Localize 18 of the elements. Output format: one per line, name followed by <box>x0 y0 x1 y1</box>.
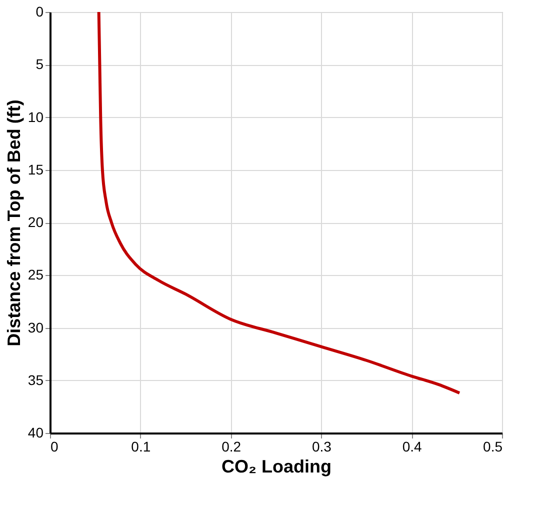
y-tick-label: 35 <box>28 372 44 388</box>
y-tick-label: 10 <box>28 108 44 125</box>
y-tick-label: 15 <box>28 161 44 178</box>
y-tick-label: 25 <box>28 266 44 283</box>
y-tick-label: 30 <box>28 319 44 336</box>
x-tick-label: 0.2 <box>222 438 242 454</box>
y-tick-label: 40 <box>28 424 44 440</box>
x-tick-label: 0.3 <box>312 438 332 454</box>
line-series <box>97 10 462 395</box>
y-tick-label: 5 <box>36 56 44 72</box>
x-tick-label: 0 <box>50 438 58 454</box>
y-tick-label: 0 <box>36 4 44 20</box>
y-axis-title: Distance from Top of Bed (ft) <box>4 100 24 346</box>
x-axis-title: CO₂ Loading <box>222 456 332 476</box>
x-tick-label: 0.4 <box>402 438 422 454</box>
x-tick-label: 0.5 <box>483 438 503 454</box>
y-tick-label: 20 <box>28 214 44 230</box>
x-tick-label: 0.1 <box>131 438 151 454</box>
